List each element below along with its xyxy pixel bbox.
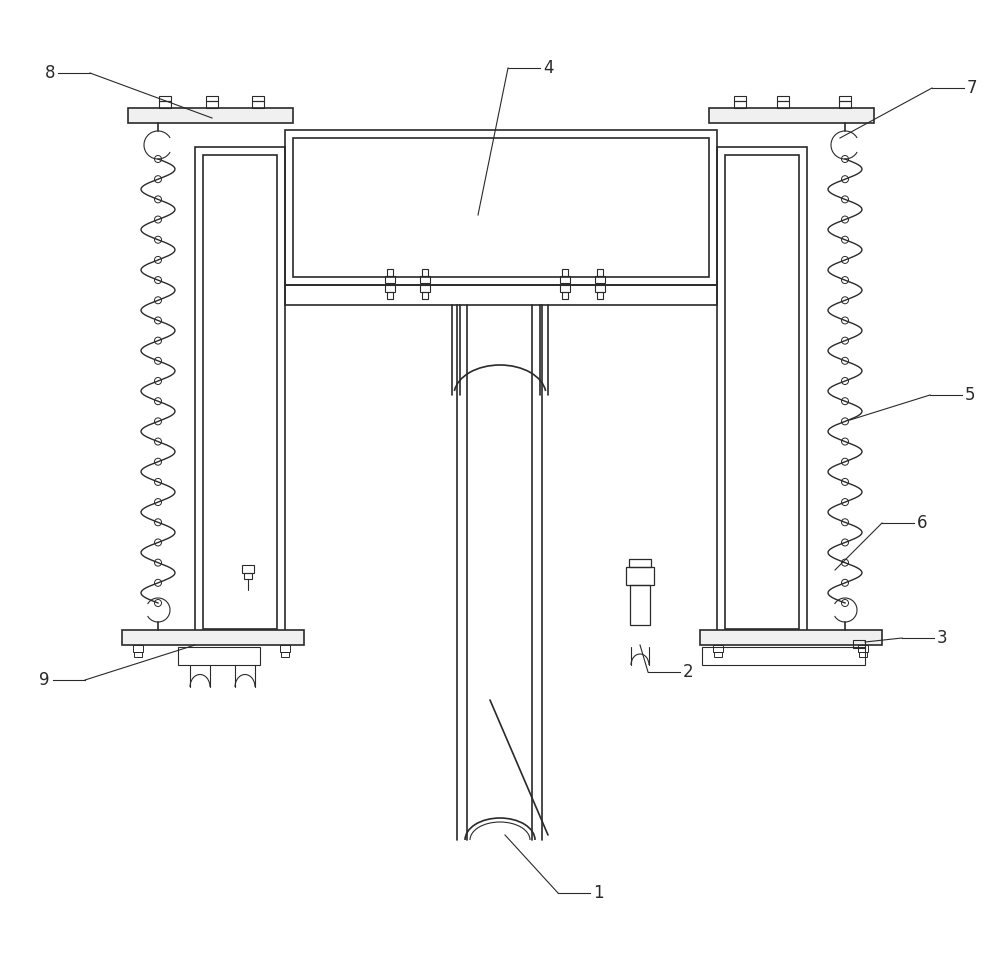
Bar [714, 652, 722, 657]
Bar [422, 292, 428, 299]
Text: 7: 7 [967, 79, 978, 97]
Bar [385, 276, 395, 283]
Bar [178, 647, 260, 665]
Bar [777, 96, 789, 101]
Bar [734, 96, 746, 101]
Bar [597, 292, 603, 299]
Bar [206, 96, 218, 101]
Bar [777, 101, 789, 108]
Bar [420, 276, 430, 283]
Bar [252, 96, 264, 101]
Bar [713, 645, 723, 652]
Text: 1: 1 [593, 884, 604, 902]
Text: 3: 3 [937, 629, 948, 647]
Bar [560, 285, 570, 292]
Bar [122, 630, 304, 645]
Bar [562, 269, 568, 276]
Bar [280, 645, 290, 652]
Bar [700, 630, 882, 645]
Bar [562, 292, 568, 299]
Bar [422, 269, 428, 276]
Bar [839, 101, 851, 108]
Bar [387, 269, 393, 276]
Bar [128, 108, 293, 123]
Text: 8: 8 [44, 64, 55, 82]
Bar [159, 101, 171, 108]
Bar [134, 652, 142, 657]
Bar [285, 130, 717, 285]
Text: 2: 2 [683, 663, 694, 681]
Text: 9: 9 [40, 671, 50, 689]
Bar [859, 652, 867, 657]
Bar [560, 276, 570, 283]
Bar [595, 285, 605, 292]
Bar [203, 155, 277, 629]
Bar [252, 101, 264, 108]
Text: 4: 4 [543, 59, 554, 77]
Bar [597, 269, 603, 276]
Bar [195, 147, 285, 637]
Bar [285, 285, 717, 305]
Bar [133, 645, 143, 652]
Bar [281, 652, 289, 657]
Bar [595, 276, 605, 283]
Bar [709, 108, 874, 123]
Bar [717, 147, 807, 637]
Bar [630, 585, 650, 625]
Bar [725, 155, 799, 629]
Bar [420, 285, 430, 292]
Text: 6: 6 [917, 514, 928, 532]
Bar [629, 559, 651, 567]
Bar [858, 645, 868, 652]
Bar [206, 101, 218, 108]
Bar [839, 96, 851, 101]
Text: 5: 5 [965, 386, 976, 404]
Bar [244, 573, 252, 579]
Bar [385, 285, 395, 292]
Bar [242, 565, 254, 573]
Bar [626, 567, 654, 585]
Bar [387, 292, 393, 299]
Bar [293, 138, 709, 277]
Bar [159, 96, 171, 101]
Bar [853, 640, 865, 648]
Bar [702, 647, 865, 665]
Bar [734, 101, 746, 108]
